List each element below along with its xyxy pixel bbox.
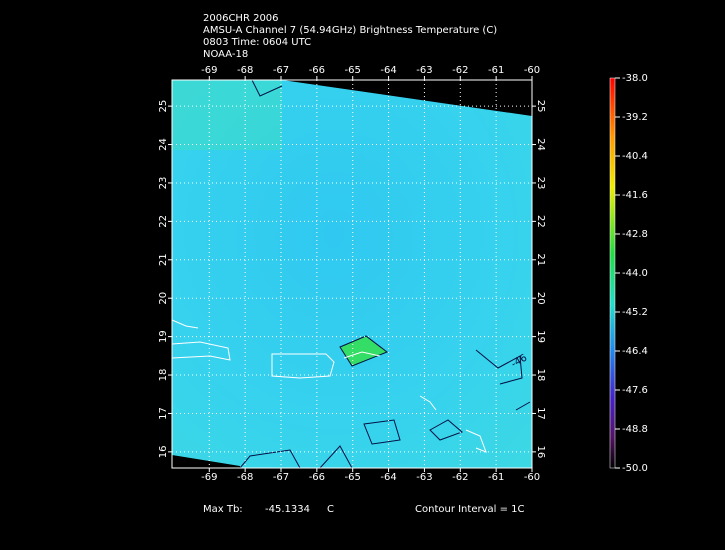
coastline: [171, 319, 199, 329]
lon-tick-label: -68: [237, 472, 253, 483]
contour-warm: [339, 335, 389, 367]
lat-tick-label: 24: [535, 138, 546, 151]
contour: [319, 445, 353, 469]
lon-tick-label: -66: [309, 65, 325, 76]
lat-tick-label: 16: [158, 445, 169, 458]
lon-tick-label: -61: [488, 472, 504, 483]
lat-tick-label: 16: [535, 445, 546, 458]
colorbar: [609, 77, 616, 469]
lon-tick-label: -67: [273, 65, 289, 76]
lat-tick-label: 23: [158, 177, 169, 190]
map: -46: [171, 79, 533, 469]
lat-tick-label: 25: [158, 100, 169, 113]
contour: [239, 449, 301, 469]
lon-tick-label: -60: [524, 472, 540, 483]
coastline: [419, 395, 437, 411]
lon-tick-label: -68: [237, 65, 253, 76]
lat-tick-label: 20: [158, 292, 169, 305]
header-line: 0803 Time: 0604 UTC: [203, 37, 311, 48]
lon-tick-label: -69: [201, 65, 217, 76]
lon-tick-label: -67: [273, 472, 289, 483]
lon-tick-label: -60: [524, 65, 540, 76]
lat-tick-label: 25: [535, 100, 546, 113]
lat-tick-label: 22: [535, 215, 546, 228]
header: 2006CHR 2006 AMSU-A Channel 7 (54.94GHz)…: [203, 13, 497, 60]
lon-tick-label: -62: [452, 65, 468, 76]
lat-tick-label: 17: [158, 407, 169, 420]
lat-tick-label: 19: [158, 330, 169, 343]
lon-tick-label: -64: [380, 472, 396, 483]
contour: [363, 419, 401, 445]
lon-tick-label: -61: [488, 65, 504, 76]
lat-tick-label: 19: [535, 330, 546, 343]
colorbar-tick-label: -42.8: [622, 229, 648, 240]
contour: [475, 349, 523, 385]
contour: [251, 79, 283, 97]
map-field-patch: [172, 80, 282, 150]
coastline: [271, 353, 335, 379]
lon-tick-label: -64: [380, 65, 396, 76]
lat-tick-label: 22: [158, 215, 169, 228]
contour: [429, 419, 463, 441]
max-value: -45.1334: [265, 504, 310, 515]
map-frame: [171, 79, 533, 469]
max-label: Max Tb:: [203, 504, 243, 515]
coastline: [171, 341, 231, 361]
colorbar-tick-label: -47.6: [622, 385, 648, 396]
lat-tick-label: 21: [535, 253, 546, 266]
lat-tick-label: 18: [535, 369, 546, 382]
lat-tick-label: 24: [158, 138, 169, 151]
no-data: [282, 80, 532, 116]
colorbar-tick-label: -45.2: [622, 307, 648, 318]
colorbar-tick-label: -48.8: [622, 424, 648, 435]
contour: [515, 401, 531, 411]
header-line: 2006CHR 2006: [203, 13, 279, 24]
colorbar-tick-label: -39.2: [622, 112, 648, 123]
colorbar-tick-label: -38.0: [622, 73, 648, 84]
lon-tick-label: -65: [345, 472, 361, 483]
lat-tick-label: 18: [158, 369, 169, 382]
lon-tick-label: -63: [416, 472, 432, 483]
colorbar-tick-label: -44.0: [622, 268, 648, 279]
lat-tick-label: 20: [535, 292, 546, 305]
lat-tick-label: 23: [535, 177, 546, 190]
lon-tick-label: -63: [416, 65, 432, 76]
max-unit: C: [327, 504, 334, 515]
lon-tick-label: -62: [452, 472, 468, 483]
header-line: NOAA-18: [203, 49, 248, 60]
no-data: [172, 455, 240, 468]
lon-tick-label: -65: [345, 65, 361, 76]
lat-tick-label: 17: [535, 407, 546, 420]
lat-tick-label: 21: [158, 253, 169, 266]
colorbar-tick-label: -46.4: [622, 346, 648, 357]
contour-interval: Contour Interval = 1C: [415, 504, 525, 515]
header-line: AMSU-A Channel 7 (54.94GHz) Brightness T…: [203, 25, 497, 36]
colorbar-tick-label: -50.0: [622, 463, 648, 474]
coastline: [465, 429, 487, 453]
lon-tick-label: -66: [309, 472, 325, 483]
coastline: [343, 351, 381, 359]
lon-tick-label: -69: [201, 472, 217, 483]
footer: Max Tb: -45.1334 C Contour Interval = 1C: [203, 504, 525, 515]
colorbar-tick-label: -40.4: [622, 151, 648, 162]
colorbar-tick-label: -41.6: [622, 190, 648, 201]
